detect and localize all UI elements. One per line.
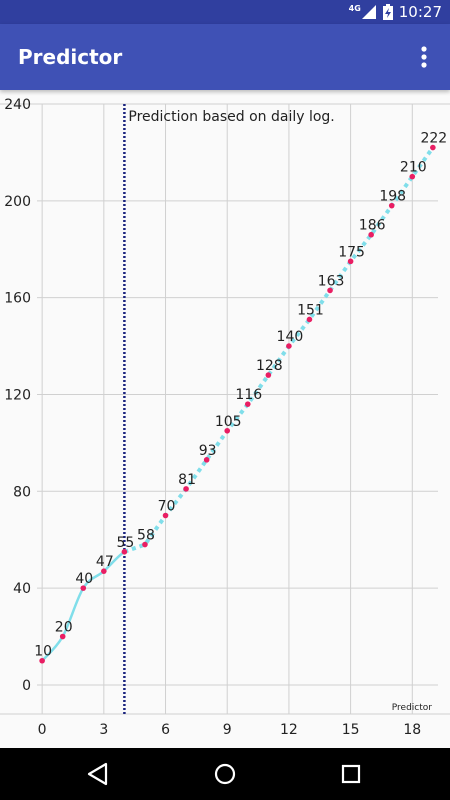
app-title: Predictor [18, 45, 123, 69]
data-point [203, 457, 210, 463]
data-point [368, 231, 374, 238]
data-point [244, 401, 251, 407]
app-bar: Predictor [0, 24, 450, 90]
data-label: 186 [359, 218, 386, 234]
data-point [101, 568, 107, 574]
x-tick-label: 3 [99, 722, 108, 738]
y-tick-label: 200 [4, 194, 31, 210]
x-tick-label: 9 [223, 722, 232, 738]
data-point [327, 287, 333, 294]
data-label: 47 [96, 554, 114, 570]
data-label: 140 [277, 329, 304, 345]
data-label: 222 [420, 131, 447, 147]
back-icon[interactable] [82, 758, 114, 790]
navigation-bar [0, 748, 450, 800]
data-points [39, 144, 436, 664]
network-type: 4G [348, 3, 361, 13]
data-label: 116 [235, 387, 262, 403]
data-point [224, 427, 231, 434]
data-label: 163 [318, 273, 345, 289]
data-label: 10 [34, 644, 52, 660]
data-label: 20 [55, 620, 73, 636]
data-point [121, 549, 128, 555]
chart-watermark: Predictor [392, 703, 433, 713]
y-tick-label: 40 [13, 581, 31, 597]
x-tick-label: 0 [38, 722, 47, 738]
y-tick-label: 240 [4, 97, 31, 113]
data-point [142, 541, 148, 548]
predicted-line [123, 146, 435, 554]
data-label: 210 [400, 160, 427, 176]
x-tick-label: 18 [403, 722, 421, 738]
data-point [265, 372, 272, 378]
data-point [306, 316, 313, 323]
prediction-chart: 0 40 80 120 160 200 240 0 3 6 9 12 15 18 Prediction b… [0, 97, 450, 738]
data-label: 58 [137, 528, 155, 544]
y-tick-label: 160 [4, 291, 31, 307]
axis-tick-labels: 0 40 80 120 160 200 240 0 3 6 9 12 15 18 [4, 97, 421, 738]
grid [0, 103, 450, 715]
data-point [409, 173, 416, 180]
data-label: 128 [256, 358, 283, 374]
data-label: 55 [116, 535, 134, 551]
battery-icon [382, 4, 393, 20]
status-bar: 4G 10:27 [0, 0, 450, 24]
chart-annotation: Prediction based on daily log. [128, 109, 334, 125]
data-label: 93 [199, 443, 217, 459]
data-label: 151 [297, 302, 324, 318]
x-tick-label: 6 [161, 722, 170, 738]
data-label: 81 [178, 472, 196, 488]
status-time: 10:27 [398, 3, 442, 21]
data-point [286, 343, 292, 349]
data-label: 40 [75, 571, 93, 587]
data-point [59, 633, 66, 640]
y-tick-label: 120 [4, 387, 31, 403]
y-tick-label: 80 [13, 484, 31, 500]
data-label: 70 [158, 499, 176, 515]
data-point [162, 512, 169, 519]
signal-icon [361, 5, 376, 19]
data-point [80, 585, 87, 591]
x-tick-label: 15 [342, 722, 360, 738]
home-icon[interactable] [209, 758, 241, 790]
data-label: 175 [338, 244, 365, 260]
data-label: 198 [379, 189, 406, 205]
data-point [430, 144, 436, 151]
more-options-icon[interactable] [410, 43, 438, 71]
data-point [347, 258, 354, 265]
y-tick-label: 0 [22, 678, 31, 694]
data-point [39, 657, 45, 664]
x-tick-label: 12 [280, 722, 298, 738]
recents-icon[interactable] [335, 758, 367, 790]
data-point [388, 202, 395, 209]
data-label: 105 [215, 414, 242, 430]
data-point [183, 486, 189, 492]
